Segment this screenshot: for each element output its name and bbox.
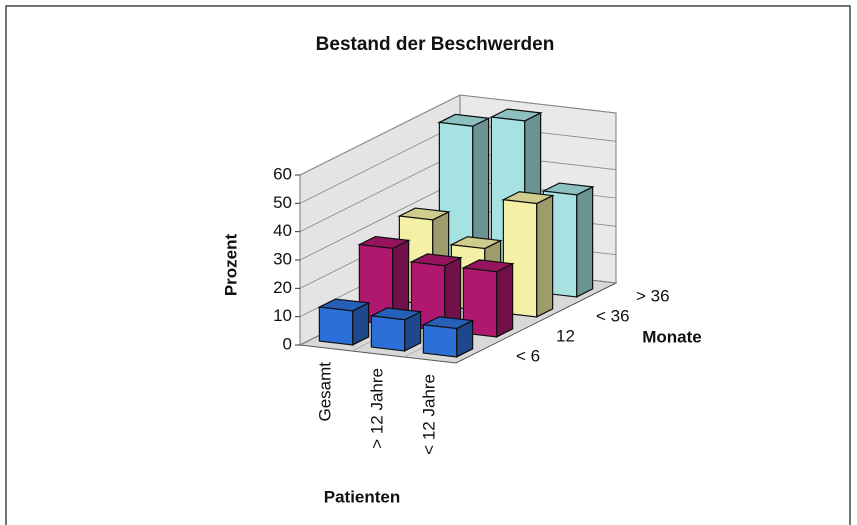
x-tick-label: > 12 Jahre [367,368,386,449]
y-tick-label: 20 [273,278,292,297]
x-tick-label: < 12 Jahre [419,374,438,455]
bar-side [496,262,514,338]
z-axis-title: Monate [642,327,702,346]
bar-front [318,306,354,346]
grid-line [299,94,617,176]
z-tick-label: < 6 [516,346,540,365]
y-axis-title: Prozent [221,233,240,296]
bar-side [536,194,554,318]
y-tick-label: 40 [273,221,292,240]
x-tick-label: Gesamt [315,362,334,422]
bar-front [462,267,498,338]
z-tick-label: < 36 [596,306,630,325]
chart-title: Bestand der Beschwerden [316,34,555,55]
bar [317,298,371,346]
y-tick-label: 60 [273,164,292,183]
x-axis-title: Patienten [324,487,401,506]
z-tick-label: > 36 [636,286,670,305]
bar-front [370,315,406,352]
y-tick-label: 30 [273,249,292,268]
bar-front [422,324,458,358]
bar-side [576,185,594,298]
y-tick-label: 50 [273,193,292,212]
y-tick-label: 0 [283,334,292,353]
bar [461,259,515,338]
y-tick-label: 10 [273,306,292,325]
z-tick-label: 12 [556,326,575,345]
bar [421,316,475,358]
frame [5,5,851,525]
bar [369,307,423,352]
